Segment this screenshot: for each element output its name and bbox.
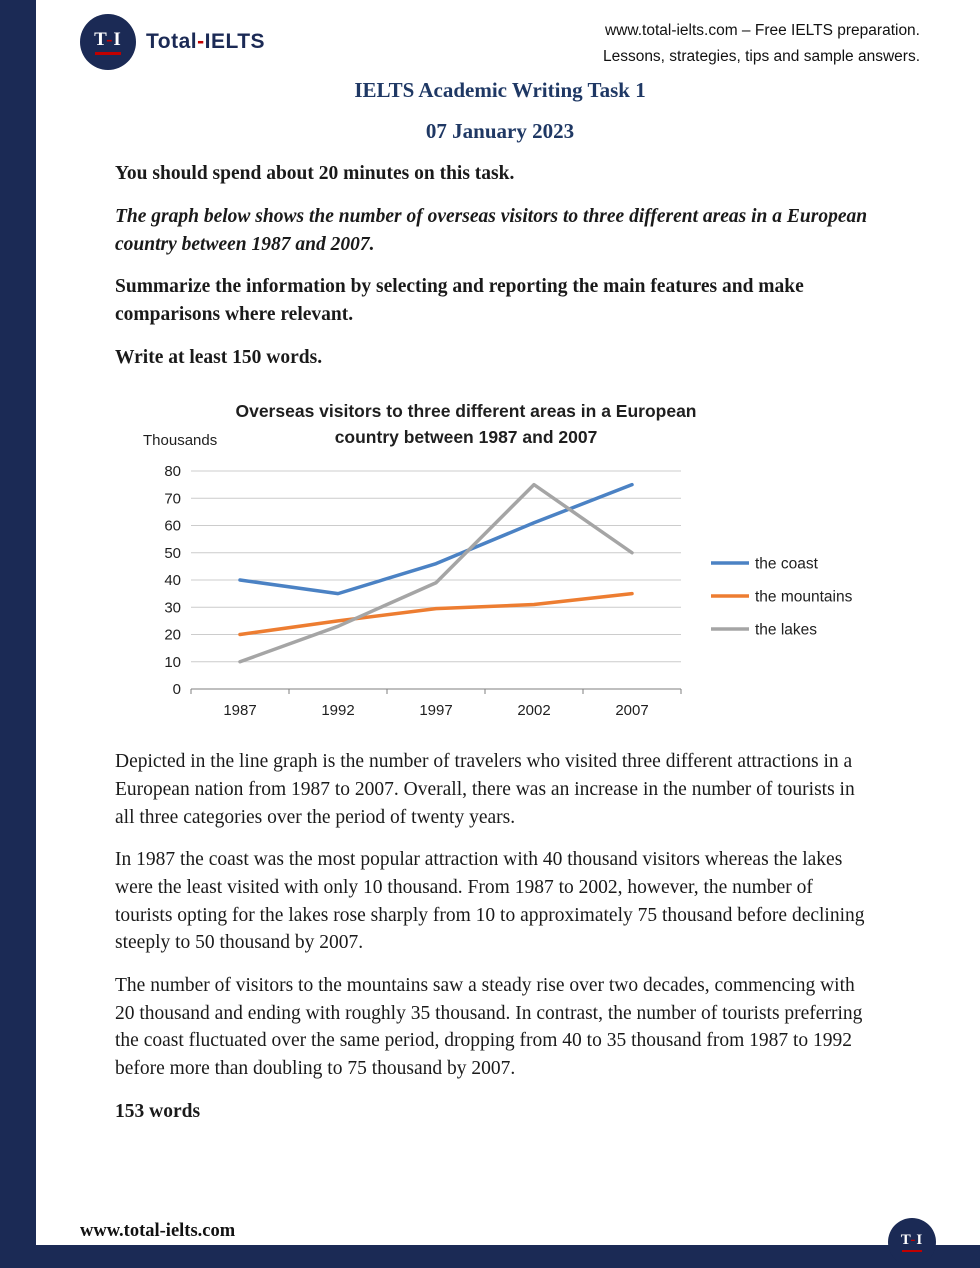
bottom-border-bar [0,1245,980,1268]
document-date: 07 January 2023 [425,119,575,144]
series-line-the-coast [238,482,634,595]
series-line-the-mountains [238,591,634,636]
page-header: T-I Total-IELTS www.total-ielts.com – Fr… [80,14,920,70]
line-chart: Overseas visitors to three different are… [143,401,853,719]
task-summarize-instruction: Summarize the information by selecting a… [115,276,804,326]
essay-paragraph-3: The number of visitors to the mountains … [115,975,863,1080]
line-chart-figure: Overseas visitors to three different are… [113,387,874,741]
chart-y-tick: 60 [164,517,181,534]
chart-y-tick: 80 [164,463,181,480]
chart-x-tick: 2007 [615,702,648,719]
brand-name: Total-IELTS [146,30,265,54]
legend-label-the-coast: the coast [755,555,819,572]
brand-name-right: IELTS [204,30,266,53]
essay-paragraph-1: Depicted in the line graph is the number… [115,751,855,828]
chart-title-line-1: Overseas visitors to three different are… [235,401,696,421]
left-border-bar [0,0,36,1268]
essay-paragraph-2: In 1987 the coast was the most popular a… [115,849,865,954]
chart-x-tick: 1992 [321,702,354,719]
legend-label-the-mountains: the mountains [755,588,853,605]
chart-y-tick: 40 [164,572,181,589]
chart-y-tick: 20 [164,626,181,643]
chart-y-tick: 50 [164,544,181,561]
series-line-the-lakes [238,482,634,663]
chart-y-tick: 70 [164,490,181,507]
legend-label-the-lakes: the lakes [755,621,817,638]
logo-monogram: T-I [94,30,122,49]
chart-y-tick: 0 [173,681,181,698]
tagline-line-1: www.total-ielts.com – Free IELTS prepara… [604,22,920,39]
brand-name-hyphen: - [197,30,205,53]
chart-x-tick: 1997 [419,702,452,719]
brand-name-left: Total [146,30,198,53]
chart-x-tick: 1987 [223,702,256,719]
logo-underline [95,51,121,55]
footer-logo-icon: T-I [888,1218,936,1266]
logo-letter-i: I [113,28,122,50]
chart-ylabel: Thousands [143,432,217,449]
site-tagline: www.total-ielts.com – Free IELTS prepara… [603,14,920,69]
task-word-count-instruction: Write at least 150 words. [115,346,323,368]
logo-hyphen: - [106,28,114,50]
page-content: T-I Total-IELTS www.total-ielts.com – Fr… [36,0,980,1125]
tagline-line-2: Lessons, strategies, tips and sample ans… [602,47,920,65]
chart-y-tick: 10 [164,653,181,670]
task-prompt: The graph below shows the number of over… [115,206,868,255]
document-title: IELTS Academic Writing Task 1 [354,78,646,102]
footer-logo-monogram: T-I [900,1231,924,1248]
footer-logo-letter-i: I [916,1231,924,1248]
essay-word-count: 153 words [115,1100,201,1122]
chart-x-tick: 2002 [517,702,550,719]
footer-logo-underline [902,1249,922,1252]
footer-url: www.total-ielts.com [80,1221,236,1241]
document-body: You should spend about 20 minutes on thi… [115,160,874,1125]
task-time-instruction: You should spend about 20 minutes on thi… [115,163,515,185]
brand-logo-icon: T-I [80,14,136,70]
brand-logo-group: T-I Total-IELTS [80,14,265,70]
logo-letter-t: T [94,28,107,50]
chart-title-line-2: country between 1987 and 2007 [335,427,598,447]
chart-y-tick: 30 [164,599,181,616]
footer-logo-letter-t: T [900,1231,911,1248]
footer-logo-hyphen: - [910,1231,917,1248]
